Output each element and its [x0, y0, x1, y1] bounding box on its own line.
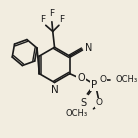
Text: P: P	[91, 80, 98, 90]
Text: O: O	[95, 98, 102, 107]
Text: F: F	[49, 9, 55, 18]
Text: OCH₃: OCH₃	[65, 109, 87, 118]
Text: O: O	[100, 75, 107, 84]
Text: N: N	[51, 85, 58, 95]
Text: F: F	[41, 14, 46, 24]
Text: F: F	[59, 14, 64, 24]
Text: OCH₃: OCH₃	[116, 75, 138, 84]
Text: S: S	[81, 98, 87, 108]
Text: O: O	[77, 73, 85, 83]
Text: N: N	[85, 43, 92, 53]
